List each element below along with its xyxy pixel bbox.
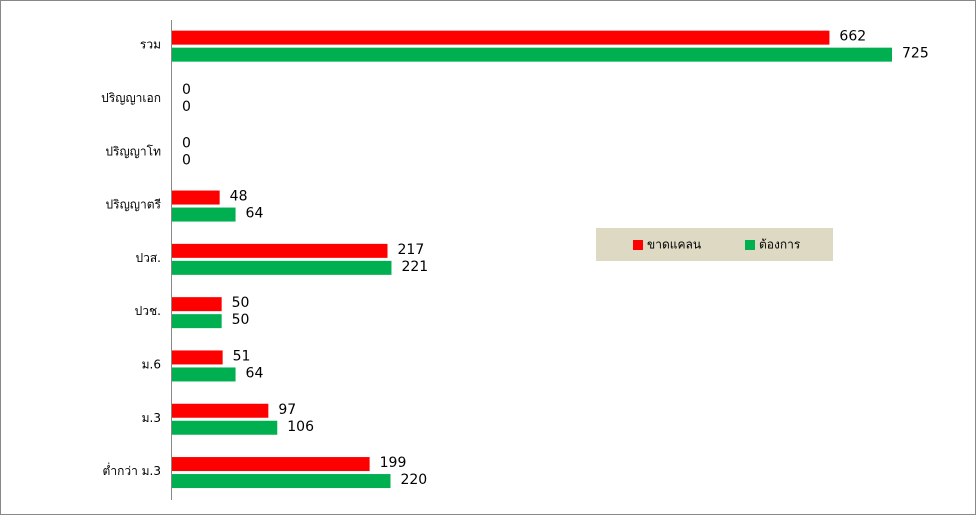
value-label: 0 — [182, 135, 191, 151]
category-label: ปวส. — [136, 251, 162, 265]
legend-label: ขาดแคลน — [647, 238, 701, 252]
category-label: ม.3 — [142, 411, 161, 425]
value-label: 220 — [400, 472, 427, 488]
bar — [172, 474, 391, 489]
bar — [172, 260, 392, 275]
value-label: 725 — [902, 46, 929, 62]
legend-swatch — [745, 240, 755, 250]
bar — [172, 350, 223, 365]
value-label: 64 — [246, 206, 264, 222]
bar — [172, 47, 892, 62]
legend-label: ต้องการ — [759, 238, 801, 252]
value-label: 64 — [246, 365, 264, 381]
bar — [172, 190, 220, 205]
category-label: รวม — [140, 38, 161, 52]
value-label: 199 — [380, 455, 407, 471]
legend: ขาดแคลน ต้องการ — [596, 228, 833, 261]
value-label: 97 — [278, 402, 296, 418]
category-label: ปริญญาเอก — [101, 91, 161, 105]
category-label: ต่ำกว่า ม.3 — [103, 462, 161, 478]
bar — [172, 457, 370, 472]
bar — [172, 314, 222, 329]
value-label: 50 — [232, 295, 250, 311]
bar — [172, 367, 236, 382]
bar — [172, 297, 222, 312]
bar — [172, 420, 278, 435]
category-label: ม.6 — [142, 357, 161, 371]
category-label: ปริญญาตรี — [106, 198, 162, 212]
value-label: 48 — [230, 189, 248, 205]
legend-swatch — [633, 240, 643, 250]
category-label: ปริญญาโท — [105, 144, 161, 158]
value-label: 0 — [182, 99, 191, 115]
category-label: ปวช. — [135, 304, 161, 318]
bar — [172, 243, 388, 258]
bar — [172, 403, 269, 418]
bar — [172, 207, 236, 222]
bar — [172, 30, 830, 45]
value-label: 217 — [398, 242, 425, 258]
value-label: 0 — [182, 152, 191, 168]
value-label: 51 — [233, 348, 251, 364]
value-label: 50 — [232, 312, 250, 328]
value-label: 0 — [182, 82, 191, 98]
value-label: 662 — [839, 29, 866, 45]
value-label: 106 — [287, 419, 314, 435]
value-label: 221 — [401, 259, 428, 275]
